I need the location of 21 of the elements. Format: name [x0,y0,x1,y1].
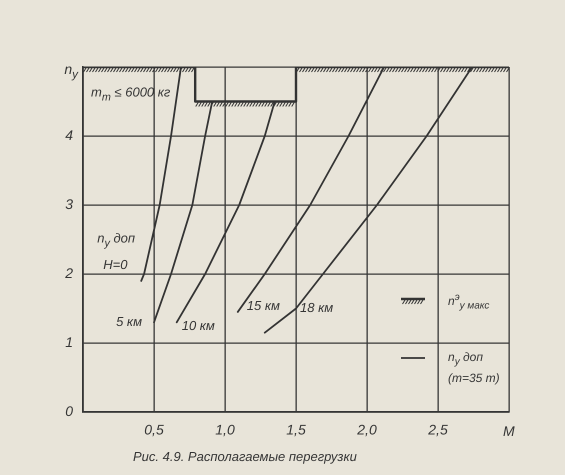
y-axis-title: n$_{y}$ [64,61,78,83]
text: Рис. 4.9. Располагаемые перегрузки [133,449,357,465]
y-tick-label: 3 [65,196,74,212]
x-axis-title: M [503,423,515,439]
x-tick-label: 1,5 [286,421,306,438]
y-tick-label: 0 [65,402,74,419]
x-tick-label: 2,0 [356,421,377,438]
annotation: m$_{т}$ ≤ 6000 кг [91,84,170,106]
annotation: 10 км [182,318,215,334]
x-tick-label: 1,0 [215,421,235,438]
x-tick-label: 2,5 [427,421,448,438]
annotation: n$_{y}$ доп [97,230,136,252]
y-tick-label: 1 [65,334,73,350]
y-tick-label: 4 [65,126,74,143]
annotation: H=0 [103,256,128,273]
annotation: 15 км [246,298,280,314]
x-tick-label: 0,5 [144,421,164,438]
annotation: 18 км [300,300,334,316]
legend-label: n$_{y}$ доп (m=35 т) [448,348,501,386]
y-tick-label: 2 [64,264,74,281]
annotation: 5 км [116,314,142,330]
